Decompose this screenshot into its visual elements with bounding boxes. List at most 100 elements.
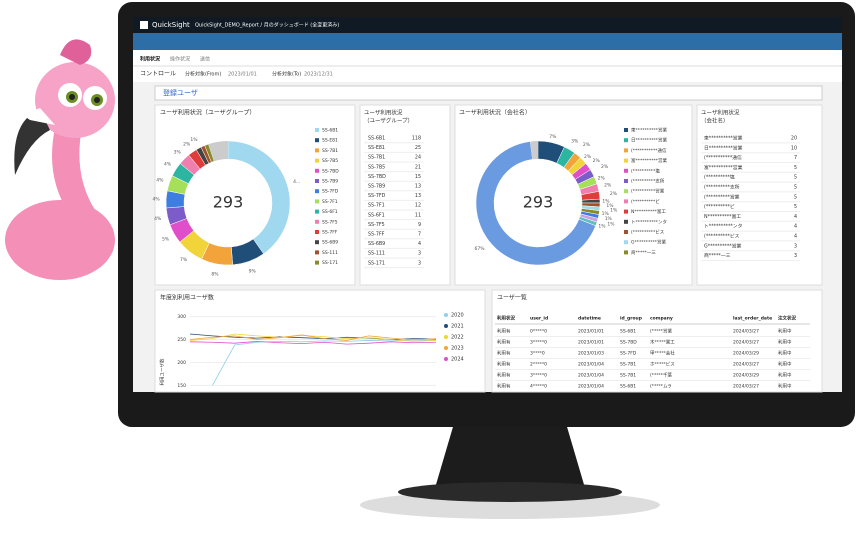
panel-title: （会社名） bbox=[701, 117, 729, 125]
monitor-neck bbox=[435, 420, 585, 488]
cell: ホ*****ビス bbox=[650, 361, 675, 368]
cell: SS-111 bbox=[368, 251, 385, 257]
legend-label: 日**********営業 bbox=[631, 137, 667, 144]
slice-label: 2% bbox=[598, 175, 606, 181]
slice-label: 4% bbox=[153, 196, 161, 202]
cell: (**********営業 bbox=[704, 193, 740, 200]
legend-label: G**********営業 bbox=[631, 239, 666, 246]
legend-label: 2023 bbox=[451, 346, 464, 352]
breadcrumb: QuickSight_DEMO_Report / 月のダッシュボード (全変更済… bbox=[195, 22, 339, 29]
cell: N**********富工 bbox=[704, 213, 741, 220]
cell: 利用中 bbox=[778, 383, 792, 390]
legend-swatch bbox=[315, 168, 319, 173]
legend-label: SS-6B9 bbox=[322, 240, 338, 246]
panel-title: ユーザ一覧 bbox=[497, 294, 527, 302]
filter-title: 登録ユーザ bbox=[163, 88, 198, 97]
slice-label: 67% bbox=[475, 246, 486, 252]
legend-swatch bbox=[624, 199, 628, 204]
legend-label: SS-E81 bbox=[322, 138, 338, 144]
slice-label: 4% bbox=[154, 216, 162, 222]
cell: (*****千葉 bbox=[650, 372, 673, 379]
slice-label: 4... bbox=[293, 179, 300, 185]
legend-swatch bbox=[624, 158, 628, 163]
series-line bbox=[212, 339, 437, 386]
slice-label: 2% bbox=[604, 183, 612, 189]
cell: 2024/03/27 bbox=[733, 340, 759, 346]
legend-swatch bbox=[315, 240, 319, 245]
legend-swatch bbox=[315, 128, 319, 132]
cell: 3 bbox=[418, 251, 421, 257]
column-header: user_id bbox=[530, 316, 548, 322]
slice-label: 1% bbox=[190, 137, 198, 143]
cell: SS-7BD bbox=[620, 340, 637, 346]
cell: 2024/03/29 bbox=[733, 373, 759, 379]
cell: 商*****一三 bbox=[704, 252, 731, 259]
slice-label: 1% bbox=[607, 222, 615, 228]
slice-label: 1% bbox=[606, 203, 614, 209]
panel-title: ユーザ利用状況（ユーザグループ） bbox=[160, 109, 255, 117]
column-header: company bbox=[650, 317, 673, 322]
tab[interactable]: 送信 bbox=[200, 56, 210, 63]
slice-label: 3% bbox=[174, 149, 182, 155]
legend-swatch bbox=[315, 189, 319, 194]
cell: 118 bbox=[412, 136, 421, 142]
to-value[interactable]: 2023/12/31 bbox=[304, 72, 333, 78]
filter-box[interactable] bbox=[154, 85, 823, 101]
panel-title: 年度別利用ユーザ数 bbox=[160, 294, 214, 302]
cell: 3*****0 bbox=[530, 373, 547, 379]
legend-swatch bbox=[624, 250, 628, 255]
legend-label: 東**********営業 bbox=[631, 127, 667, 134]
legend-swatch bbox=[315, 158, 319, 163]
slice-label: 1% bbox=[602, 211, 610, 217]
legend-label: (**********ビ bbox=[631, 198, 660, 205]
legend-swatch bbox=[624, 209, 628, 214]
legend-swatch bbox=[315, 230, 319, 234]
legend-marker bbox=[444, 324, 448, 328]
legend-label: 商*****一三 bbox=[631, 249, 656, 256]
cell: 4 bbox=[794, 234, 797, 240]
panel-title: ユーザ利用状況（会社名） bbox=[459, 109, 531, 117]
legend-swatch bbox=[624, 240, 628, 245]
tab[interactable]: 操作状況 bbox=[170, 56, 190, 63]
column-header: last_order_date bbox=[733, 316, 772, 322]
slice-label: 5% bbox=[162, 236, 170, 242]
donut-slice bbox=[475, 141, 596, 266]
cell: (**********支所 bbox=[704, 184, 740, 191]
cell: 4 bbox=[794, 214, 797, 220]
panel bbox=[491, 289, 823, 393]
cell: 利用中 bbox=[778, 350, 792, 357]
cell: 11 bbox=[415, 212, 421, 218]
legend-label: SS-171 bbox=[322, 260, 338, 266]
cell: (*****営業 bbox=[650, 328, 673, 335]
from-value[interactable]: 2023/01/01 bbox=[228, 72, 257, 78]
cell: SS-7F5 bbox=[368, 222, 385, 228]
cell: 利用有 bbox=[497, 328, 511, 335]
column-header: 注文状況 bbox=[778, 315, 796, 322]
cell: SS-7B1 bbox=[620, 373, 636, 379]
cell: 12 bbox=[415, 203, 421, 209]
cell: 5 bbox=[794, 165, 797, 171]
cell: SS-7BD bbox=[368, 174, 386, 180]
flamingo bbox=[5, 39, 115, 280]
cell: SS-7F1 bbox=[368, 203, 385, 209]
legend-swatch bbox=[624, 219, 628, 224]
cell: 2023/01/01 bbox=[578, 329, 604, 335]
cell: 4 bbox=[418, 241, 421, 247]
to-label: 分析対象(To) bbox=[272, 71, 301, 78]
cell: SS-7FD bbox=[368, 193, 386, 199]
slice-label: 9% bbox=[249, 268, 257, 274]
cell: 甲*****会社 bbox=[650, 350, 675, 357]
slice-label: 2% bbox=[593, 158, 601, 164]
cell: SS-7B9 bbox=[368, 184, 385, 190]
column-header: datetime bbox=[578, 316, 601, 322]
cell: 3****0 bbox=[530, 351, 545, 357]
slice-label: 2% bbox=[610, 191, 618, 197]
legend-label: (**********ビス bbox=[631, 229, 665, 236]
tab[interactable]: 利用状況 bbox=[139, 56, 160, 63]
legend-label: 2022 bbox=[451, 335, 464, 341]
legend-label: 2021 bbox=[451, 324, 464, 330]
cell: (**********ビ bbox=[704, 203, 735, 210]
slice-label: 3% bbox=[571, 139, 579, 145]
slice-label: 8% bbox=[211, 271, 219, 277]
legend-swatch bbox=[624, 138, 628, 143]
